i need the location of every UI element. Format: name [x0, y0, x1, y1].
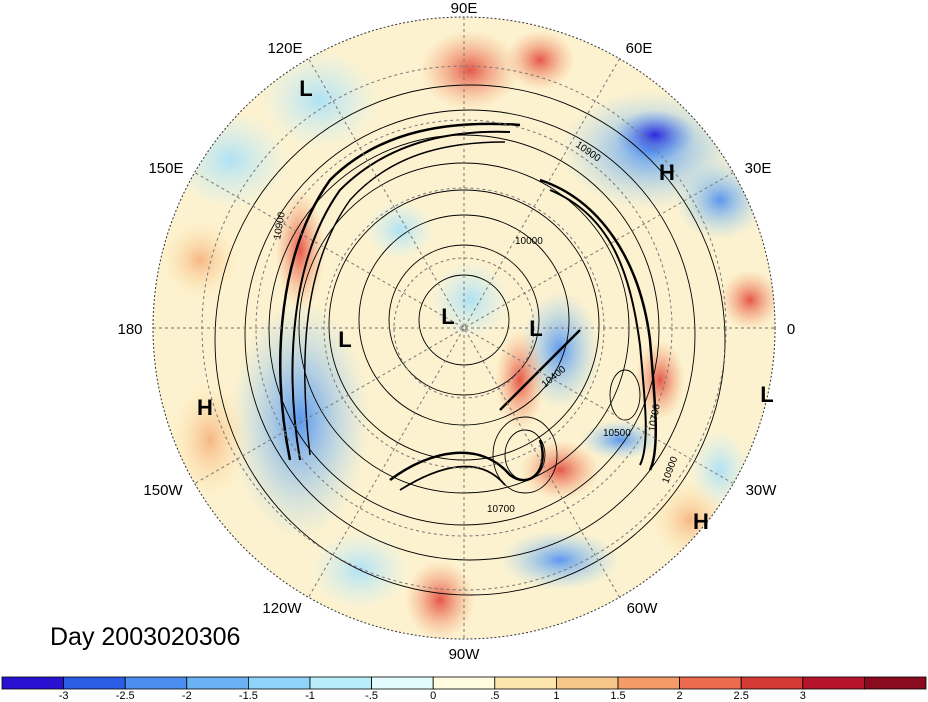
longitude-labels: 90E 60E 120E 30E 150E 0 180 30W 150W 60W…	[117, 0, 795, 663]
colorbar-swatch	[186, 676, 249, 690]
map-boundary	[152, 16, 776, 640]
high-center-label: H	[197, 395, 213, 420]
colorbar-swatch	[617, 676, 680, 690]
low-center-label: L	[338, 327, 351, 352]
colorbar-tick-label: -2.5	[116, 690, 135, 702]
contour-label: 10500	[603, 428, 631, 439]
lon-60e-label: 60E	[626, 40, 653, 57]
graticule	[153, 17, 775, 639]
low-center-label: L	[760, 382, 773, 407]
colorbar	[1, 676, 927, 690]
contour-label: 10900	[272, 211, 288, 241]
colorbar-tick-labels: -3 -2.5 -2 -1.5 -1 -.5 0 .5 1 1.5 2 2.5 3	[59, 690, 806, 702]
low-center-label: L	[299, 76, 312, 101]
colorbar-swatch	[679, 676, 742, 690]
colorbar-swatch	[1, 676, 64, 690]
colorbar-swatch	[432, 676, 496, 690]
low-center-label: L	[529, 316, 542, 341]
lon-120e-label: 120E	[267, 40, 302, 57]
colorbar-tick-label: 1.5	[610, 690, 625, 702]
colorbar-tick-label: .5	[490, 690, 499, 702]
colorbar-swatch	[556, 676, 619, 690]
lon-180-label: 180	[117, 321, 142, 338]
colorbar-tick-label: -2	[182, 690, 192, 702]
colorbar-swatch	[740, 676, 804, 690]
lon-90e-label: 90E	[451, 0, 478, 17]
colorbar-swatch	[802, 676, 865, 690]
high-center-label: H	[693, 509, 709, 534]
low-center-label: L	[441, 304, 454, 329]
lon-60w-label: 60W	[627, 600, 659, 617]
colorbar-swatch	[247, 676, 311, 690]
colorbar-tick-label: -3	[59, 690, 69, 702]
colorbar-swatch	[494, 676, 557, 690]
colorbar-tick-label: -.5	[365, 690, 378, 702]
lon-0-label: 0	[787, 321, 795, 338]
lon-90w-label: 90W	[449, 646, 481, 663]
contour-label: 10000	[515, 236, 543, 247]
colorbar-tick-label: 3	[800, 690, 806, 702]
high-center-label: H	[659, 160, 675, 185]
colorbar-swatch	[371, 676, 434, 690]
lon-30e-label: 30E	[745, 160, 772, 177]
contour-label: 10700	[487, 504, 515, 515]
anomaly-shading	[153, 17, 775, 639]
lon-150e-label: 150E	[148, 160, 183, 177]
colorbar-tick-label: 2.5	[734, 690, 749, 702]
colorbar-tick-label: 0	[430, 690, 436, 702]
colorbar-swatch	[309, 676, 372, 690]
colorbar-swatch	[63, 676, 126, 690]
pressure-centers: L H L L L H L H	[197, 76, 774, 534]
lon-150w-label: 150W	[143, 482, 183, 499]
colorbar-tick-label: 2	[677, 690, 683, 702]
colorbar-swatch	[864, 676, 927, 690]
lon-30w-label: 30W	[746, 482, 778, 499]
contour-label: 10700	[647, 403, 663, 433]
colorbar-tick-label: 1	[553, 690, 559, 702]
colorbar-tick-label: -1.5	[239, 690, 258, 702]
lon-120w-label: 120W	[262, 600, 302, 617]
colorbar-tick-label: -1	[305, 690, 315, 702]
day-label: Day 2003020306	[50, 623, 240, 651]
colorbar-swatch	[124, 676, 188, 690]
